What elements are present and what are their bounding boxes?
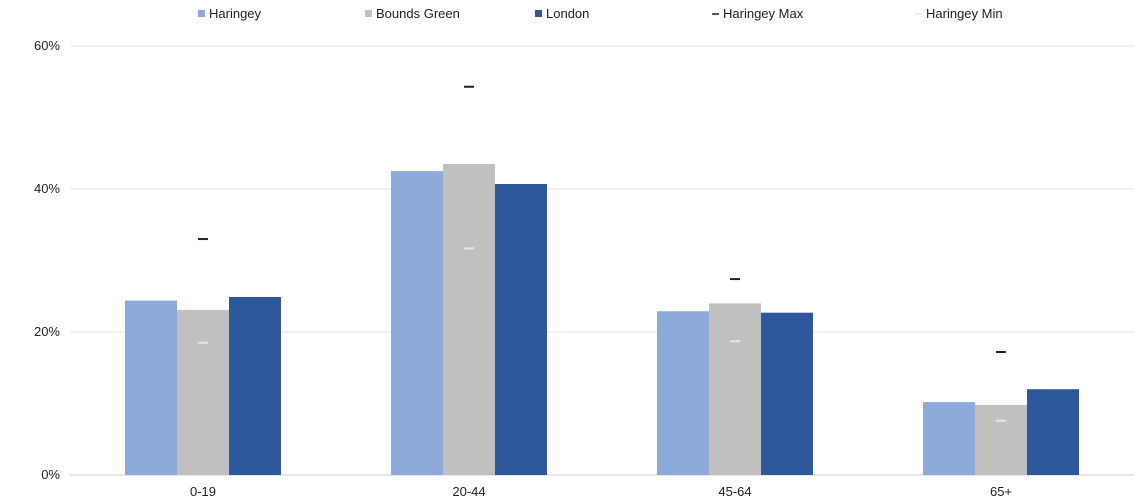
bar (495, 183, 547, 475)
x-tick-label: 0-19 (190, 484, 216, 499)
bar (391, 171, 443, 475)
bar (125, 300, 177, 475)
legend-label: Bounds Green (376, 6, 460, 21)
y-tick-label: 0% (41, 467, 60, 482)
bar (761, 312, 813, 475)
legend-label: Haringey Max (723, 6, 804, 21)
x-tick-label: 20-44 (452, 484, 485, 499)
bar (443, 163, 495, 475)
x-tick-label: 65+ (990, 484, 1012, 499)
legend-label: Haringey (209, 6, 262, 21)
legend-swatch (535, 10, 542, 17)
bar (975, 404, 1027, 475)
y-tick-label: 60% (34, 38, 60, 53)
x-tick-label: 45-64 (718, 484, 751, 499)
bar (177, 309, 229, 475)
bar (229, 296, 281, 475)
bar (923, 402, 975, 475)
bar (657, 311, 709, 475)
legend-label: Haringey Min (926, 6, 1003, 21)
legend-swatch (365, 10, 372, 17)
legend-swatch (198, 10, 205, 17)
y-tick-label: 40% (34, 181, 60, 196)
legend-label: London (546, 6, 589, 21)
bar (709, 303, 761, 475)
bar (1027, 389, 1079, 475)
y-tick-label: 20% (34, 324, 60, 339)
